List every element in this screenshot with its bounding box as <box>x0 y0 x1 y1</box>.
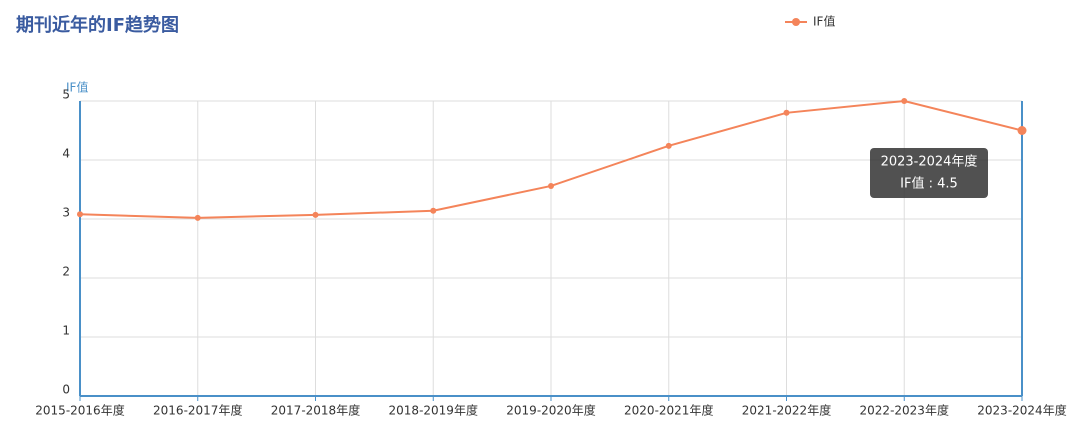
x-tick-label: 2016-2017年度 <box>153 403 242 418</box>
y-tick-label: 3 <box>62 206 70 220</box>
legend-marker <box>792 18 800 26</box>
x-tick-label: 2020-2021年度 <box>624 403 713 418</box>
point <box>901 98 908 104</box>
tooltip-text: IF值 : 4.5 <box>900 176 958 192</box>
y-tick-label: 5 <box>62 88 70 102</box>
point <box>783 109 790 116</box>
x-tick-label: 2017-2018年度 <box>271 403 360 418</box>
point <box>665 142 672 149</box>
x-tick-label: 2018-2019年度 <box>389 403 478 418</box>
point <box>548 182 554 189</box>
y-tick-label: 1 <box>62 324 70 338</box>
x-tick-label: 2021-2022年度 <box>742 403 831 418</box>
tooltip-box <box>870 148 988 198</box>
x-tick-label: 2019-2020年度 <box>506 403 595 418</box>
y-axis-label: IF值 <box>66 80 88 95</box>
x-tick-label: 2022-2023年度 <box>860 403 949 418</box>
point <box>194 214 201 221</box>
point <box>1017 126 1027 135</box>
legend-label: IF值 <box>813 14 835 29</box>
chart-title: 期刊近年的IF趋势图 <box>16 14 179 36</box>
point <box>430 207 437 214</box>
y-tick-label: 0 <box>62 383 70 397</box>
x-tick-label: 2023-2024年度 <box>977 403 1066 418</box>
point <box>312 211 319 218</box>
tooltip-title: 2023-2024年度 <box>881 154 978 170</box>
y-tick-label: 2 <box>62 265 70 279</box>
point <box>77 211 83 218</box>
y-tick-label: 4 <box>62 147 70 161</box>
tooltip: 2023-2024年度 IF值 : 4.5 <box>870 148 988 198</box>
x-tick-label: 2015-2016年度 <box>35 403 124 418</box>
